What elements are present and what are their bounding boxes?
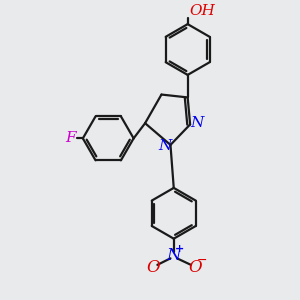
Text: OH: OH [190,4,215,18]
Text: N: N [167,248,181,264]
Text: O: O [188,259,202,276]
Text: O: O [146,259,160,276]
Text: −: − [197,254,208,267]
Text: F: F [65,131,76,146]
Text: +: + [175,244,184,254]
Text: N: N [190,116,203,130]
Text: N: N [158,139,171,153]
